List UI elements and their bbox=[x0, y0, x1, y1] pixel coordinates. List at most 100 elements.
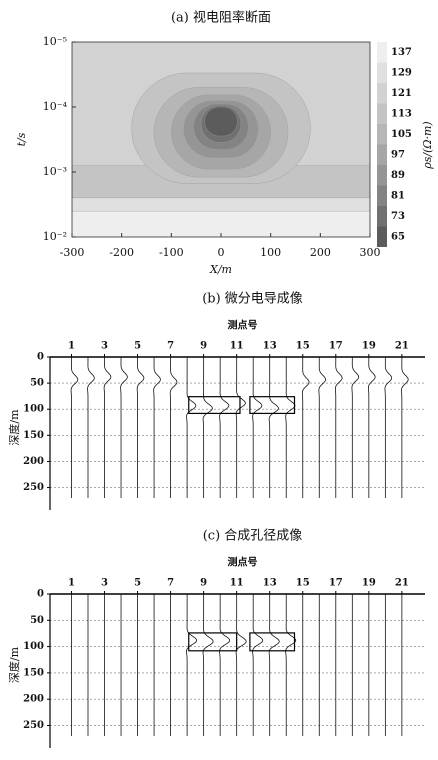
x-tick-label: 0 bbox=[218, 246, 225, 259]
colorbar-label: 113 bbox=[391, 108, 412, 119]
x-tick-label: 19 bbox=[362, 578, 376, 589]
colorbar-block bbox=[377, 226, 387, 247]
colorbar-label: 129 bbox=[391, 67, 412, 78]
trace bbox=[301, 357, 310, 498]
trace bbox=[235, 357, 246, 498]
y-tick-label: 200 bbox=[23, 456, 44, 467]
y-tick-label: 100 bbox=[23, 641, 44, 652]
trace bbox=[401, 357, 409, 498]
trace bbox=[186, 594, 198, 736]
trace bbox=[235, 594, 247, 736]
y-tick-label: 200 bbox=[23, 694, 44, 705]
anomaly-box bbox=[188, 632, 238, 652]
x-tick-label: 7 bbox=[167, 341, 174, 352]
colorbar-label: 73 bbox=[391, 211, 405, 222]
trace bbox=[202, 594, 214, 736]
trace bbox=[136, 356, 145, 498]
trace bbox=[384, 356, 393, 498]
y-tick-label: 100 bbox=[23, 404, 44, 415]
colorbar-block bbox=[377, 62, 387, 83]
trace bbox=[120, 356, 128, 498]
trace bbox=[252, 357, 263, 498]
anomaly-box bbox=[188, 396, 241, 415]
x-tick-label: 5 bbox=[134, 341, 141, 352]
x-tick-label: 13 bbox=[263, 578, 277, 589]
colorbar-label: 137 bbox=[391, 47, 412, 58]
colorbar-label: 89 bbox=[391, 170, 405, 181]
trace bbox=[103, 356, 112, 498]
y-axis-label: 深度/m bbox=[7, 409, 21, 446]
trace bbox=[268, 594, 280, 736]
anomaly-box bbox=[249, 632, 296, 652]
trace bbox=[368, 356, 376, 498]
y-tick-label: 250 bbox=[23, 482, 44, 493]
colorbar-title: ρs/(Ω·m) bbox=[421, 121, 434, 169]
contour-region bbox=[204, 106, 238, 137]
y-tick-label: 0 bbox=[37, 589, 44, 600]
x-tick-label: 3 bbox=[101, 578, 108, 589]
trace bbox=[252, 594, 264, 736]
trace bbox=[219, 357, 230, 498]
y-tick-label: 50 bbox=[30, 615, 44, 626]
anomaly-box bbox=[249, 396, 296, 415]
contour-field bbox=[72, 42, 370, 237]
colorbar-block bbox=[377, 165, 387, 186]
x-tick-label: 5 bbox=[134, 578, 141, 589]
colorbar-block bbox=[377, 103, 387, 124]
colorbar-block bbox=[377, 42, 387, 63]
colorbar-label: 121 bbox=[391, 88, 412, 99]
x-axis-title: 测点号 bbox=[228, 319, 258, 332]
x-tick-label: -100 bbox=[159, 246, 184, 259]
y-tick-label: 10⁻³ bbox=[43, 165, 67, 178]
trace bbox=[219, 594, 231, 736]
trace bbox=[285, 594, 297, 736]
trace bbox=[268, 357, 279, 498]
chart-title: (c) 合成孔径成像 bbox=[203, 529, 303, 544]
colorbar-block bbox=[377, 83, 387, 104]
x-axis-label: X/m bbox=[209, 263, 232, 276]
x-tick-label: 3 bbox=[101, 341, 108, 352]
colorbar-block bbox=[377, 124, 387, 145]
x-tick-label: 1 bbox=[68, 578, 75, 589]
y-axis-label: 深度/m bbox=[7, 646, 21, 683]
x-tick-label: 21 bbox=[395, 341, 409, 352]
x-tick-label: 100 bbox=[260, 246, 281, 259]
x-tick-label: 200 bbox=[310, 246, 331, 259]
x-tick-label: 19 bbox=[362, 341, 376, 352]
colorbar-block bbox=[377, 144, 387, 165]
x-tick-label: 15 bbox=[296, 578, 310, 589]
x-tick-label: 13 bbox=[263, 341, 277, 352]
x-tick-label: 11 bbox=[230, 578, 244, 589]
x-tick-label: 21 bbox=[395, 578, 409, 589]
x-tick-label: 9 bbox=[200, 341, 207, 352]
trace bbox=[70, 356, 79, 498]
colorbar-block bbox=[377, 206, 387, 227]
y-tick-label: 50 bbox=[30, 378, 44, 389]
x-tick-label: 15 bbox=[296, 341, 310, 352]
y-tick-label: 10⁻⁴ bbox=[43, 100, 68, 113]
y-tick-label: 0 bbox=[37, 352, 44, 363]
x-axis-title: 测点号 bbox=[228, 556, 258, 569]
trace bbox=[153, 356, 161, 498]
x-tick-label: 300 bbox=[360, 246, 381, 259]
y-tick-label: 10⁻² bbox=[43, 230, 67, 243]
y-tick-label: 250 bbox=[23, 720, 44, 731]
y-tick-label: 150 bbox=[23, 667, 44, 678]
colorbar-label: 65 bbox=[391, 231, 405, 242]
x-tick-label: 7 bbox=[167, 578, 174, 589]
y-tick-label: 10⁻⁵ bbox=[43, 35, 67, 48]
colorbar-label: 97 bbox=[391, 149, 405, 160]
trace bbox=[335, 356, 343, 498]
x-tick-label: -200 bbox=[109, 246, 134, 259]
y-axis-label: t/s bbox=[15, 132, 28, 146]
y-tick-label: 150 bbox=[23, 430, 44, 441]
colorbar-label: 81 bbox=[391, 190, 405, 201]
trace bbox=[186, 357, 197, 498]
trace bbox=[318, 357, 327, 498]
trace bbox=[202, 357, 213, 498]
x-tick-label: 1 bbox=[68, 341, 75, 352]
x-tick-label: 11 bbox=[230, 341, 244, 352]
x-tick-label: -300 bbox=[60, 246, 85, 259]
